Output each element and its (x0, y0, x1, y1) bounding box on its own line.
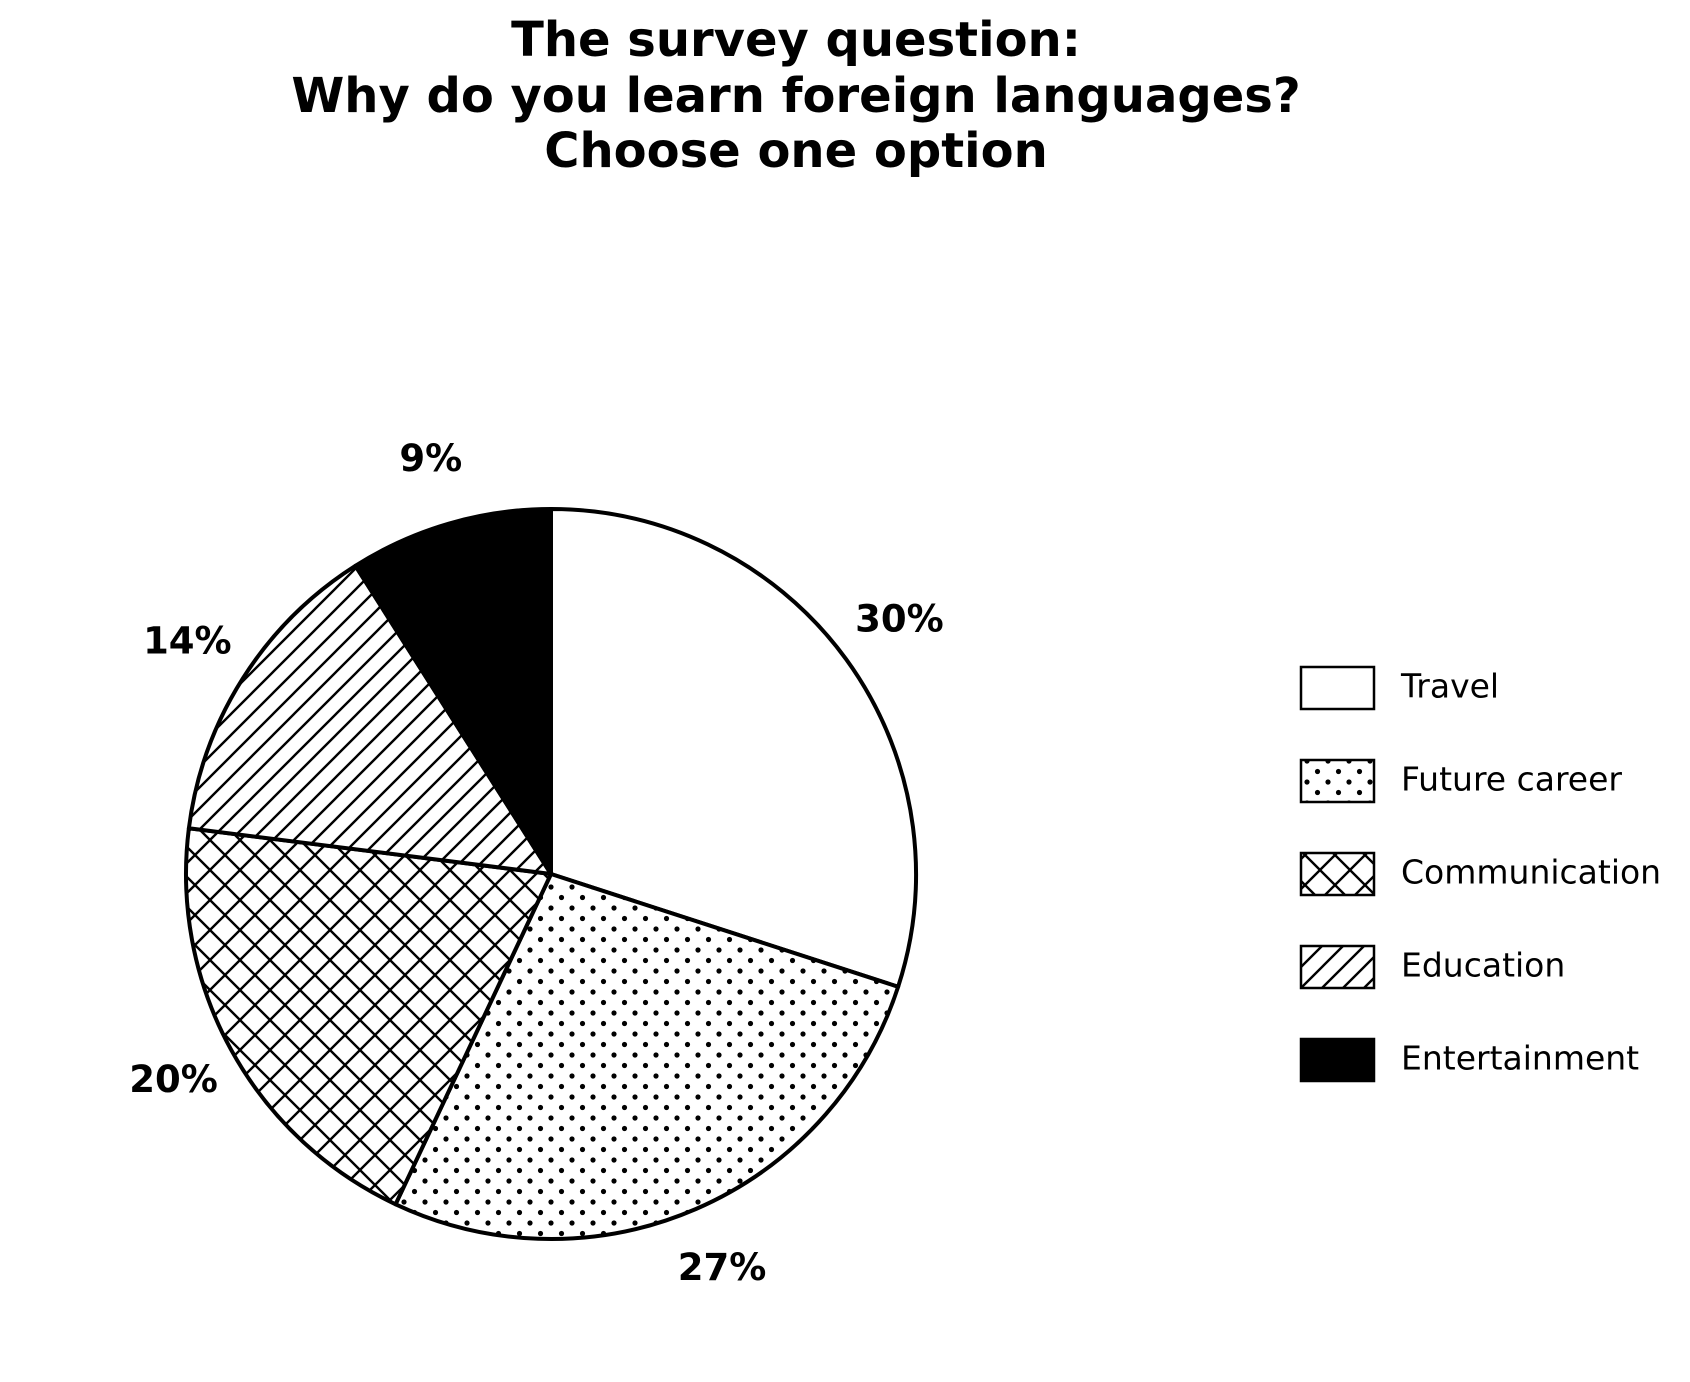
legend-swatch (1299, 665, 1376, 711)
legend-swatch (1299, 758, 1376, 804)
chart-title: The survey question: (511, 12, 1081, 68)
value-label: 30% (855, 597, 944, 640)
value-label: 14% (143, 620, 232, 663)
value-label: 20% (129, 1058, 218, 1101)
legend-swatch (1299, 944, 1376, 990)
pie-slice (353, 507, 553, 876)
legend-label: Communication (1401, 853, 1661, 892)
pie-slice (186, 563, 553, 876)
legend-label: Entertainment (1401, 1039, 1639, 1078)
chart-title: Choose one option (544, 123, 1047, 179)
pie-slice (549, 507, 918, 989)
legend-swatch (1299, 851, 1376, 897)
legend-label: Future career (1401, 760, 1622, 799)
value-label: 9% (399, 437, 462, 480)
legend-swatch (1299, 1037, 1376, 1083)
chart-title: Why do you learn foreign languages? (291, 68, 1300, 124)
pie-slice (184, 826, 553, 1207)
legend-label: Education (1401, 946, 1565, 985)
value-label: 27% (678, 1246, 767, 1289)
legend-label: Travel (1400, 667, 1499, 706)
pie-slice (393, 872, 901, 1241)
